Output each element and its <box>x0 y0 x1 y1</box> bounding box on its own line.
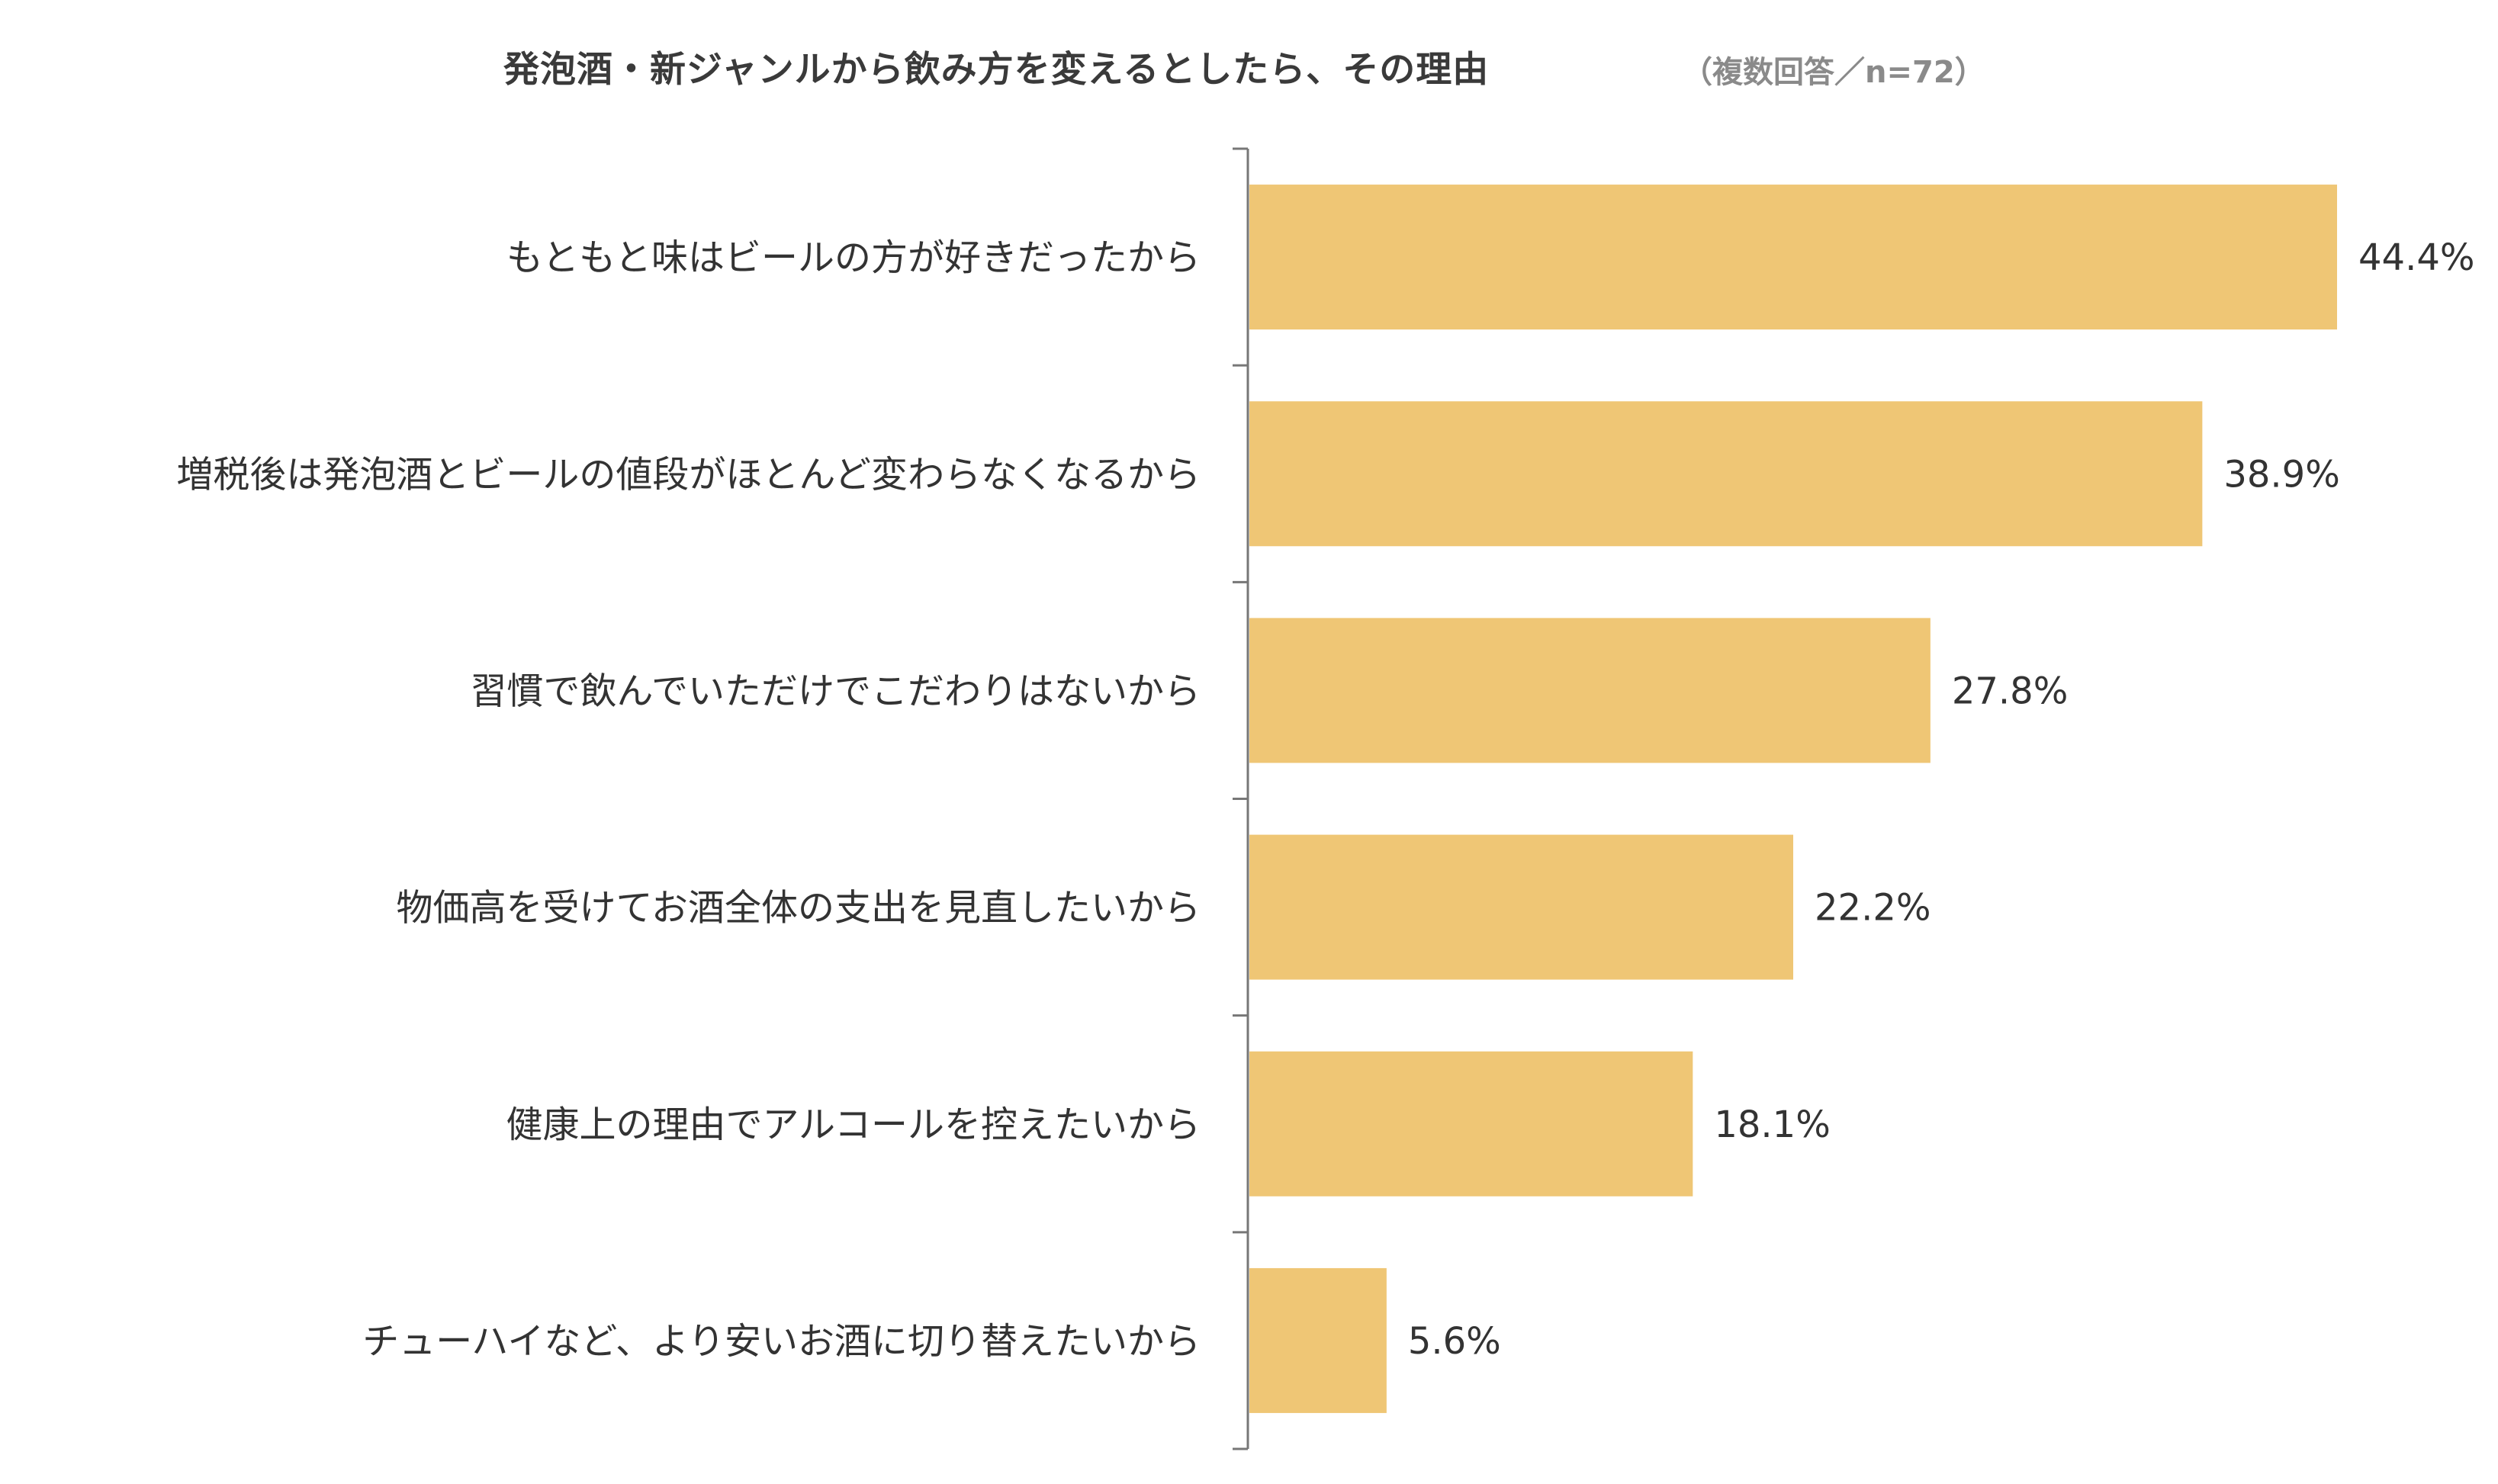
label-layer: もともと味はビールの方が好きだったから 44.4% 増税後は発泡酒とビールの値段がほ… <box>176 236 2474 1363</box>
data-label: 38.9% <box>2223 453 2339 496</box>
bar <box>1249 185 2337 330</box>
data-label: 27.8% <box>1952 670 2068 712</box>
category-label: チューハイなど、より安いお酒に切り替えたいから <box>362 1320 1201 1363</box>
category-label: 増税後は発泡酒とビールの値段がほとんど変わらなくなるから <box>176 453 1201 496</box>
bar <box>1249 834 1793 980</box>
chart-title: 発泡酒・新ジャンルから飲み方を変えるとしたら、その理由 <box>503 49 1490 91</box>
data-label: 22.2% <box>1815 887 1931 930</box>
data-label: 18.1% <box>1714 1103 1830 1146</box>
category-label: もともと味はビールの方が好きだったから <box>506 236 1201 279</box>
bar-layer <box>1249 185 2337 1413</box>
bar <box>1249 1051 1693 1197</box>
category-label: 物価高を受けてお酒全体の支出を見直したいから <box>396 887 1201 930</box>
bar <box>1249 1267 1387 1413</box>
data-label: 5.6% <box>1408 1320 1501 1363</box>
bar <box>1249 618 1931 763</box>
category-label: 健康上の理由でアルコールを控えたいから <box>506 1103 1201 1146</box>
axis-layer <box>1233 147 1249 1450</box>
category-label: 習慣で飲んでいただけでこだわりはないから <box>470 670 1201 712</box>
chart-subtitle: （複数回答／n=72） <box>1682 55 1985 90</box>
bar <box>1249 401 2203 547</box>
data-label: 44.4% <box>2358 236 2474 279</box>
